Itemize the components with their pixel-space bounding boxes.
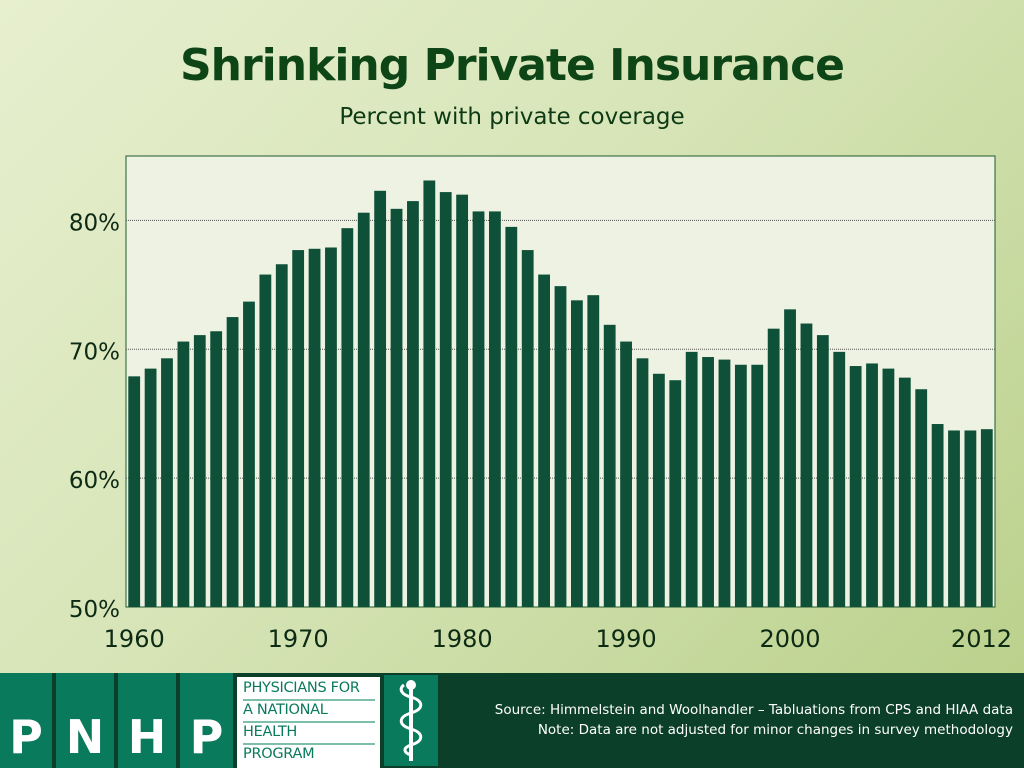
y-tick-label: 70% (69, 339, 120, 365)
logo-text-line: PROGRAM (243, 746, 315, 762)
bar (702, 357, 714, 607)
bar (751, 364, 764, 607)
bar (538, 274, 551, 607)
bar-chart: 80% 70% 60% 50%1960 1970 1980 1990 2000 2012 (69, 155, 1012, 653)
source-text: Source: Himmelstein and Woolhandler – Ta… (494, 702, 1013, 718)
logo-letter: N (65, 710, 105, 764)
logo-letter: P (9, 710, 43, 764)
bar (898, 377, 911, 607)
x-tick-label: 1960 (104, 625, 165, 653)
logo-letter: H (127, 710, 167, 764)
x-tick-label: 1990 (596, 625, 657, 653)
bar (210, 331, 223, 607)
bar (243, 301, 255, 607)
bar (521, 250, 534, 607)
bar (587, 295, 600, 607)
bar (357, 212, 370, 607)
note-text: Note: Data are not adjusted for minor ch… (537, 722, 1013, 738)
bar (505, 226, 518, 607)
bar (570, 300, 583, 607)
bar (456, 194, 469, 607)
bar (882, 368, 895, 607)
bar (374, 190, 387, 607)
bar (177, 341, 190, 607)
logo-rule (243, 721, 375, 723)
logo-text-line: PHYSICIANS FOR (243, 680, 360, 696)
bar (816, 335, 829, 607)
bar (439, 192, 452, 607)
bar (800, 323, 813, 607)
bar (833, 351, 846, 607)
bar (325, 247, 337, 607)
bar (915, 389, 928, 607)
y-tick-label: 60% (69, 468, 120, 494)
bar (652, 373, 665, 607)
logo-block-p2: P (180, 673, 233, 768)
bar (603, 324, 616, 607)
x-tick-label: 2000 (760, 625, 821, 653)
bar (636, 358, 649, 607)
bar (980, 429, 993, 607)
bar (784, 309, 796, 607)
bar (226, 317, 239, 607)
logo-block-h: H (118, 673, 176, 768)
bar (669, 380, 682, 607)
logo-text-line: HEALTH (243, 724, 298, 740)
chart-title: Shrinking Private Insurance (179, 40, 845, 91)
logo-rule (243, 699, 375, 701)
bar (308, 248, 321, 607)
x-tick-label: 1970 (268, 625, 329, 653)
bar (931, 424, 944, 607)
bar (292, 250, 305, 607)
bar (718, 359, 731, 607)
bar (948, 430, 960, 607)
logo-block-n: N (56, 673, 114, 768)
bar (489, 211, 501, 607)
bar (849, 366, 862, 607)
logo-block-p1: P (0, 673, 52, 768)
y-tick-label: 50% (69, 597, 120, 623)
logo-text-line: A NATIONAL (243, 702, 328, 718)
bar (767, 328, 780, 607)
bar (390, 208, 403, 607)
footer: P N H P PHYSICIANS FOR A NATIONAL HEALTH… (0, 673, 1024, 768)
bar (554, 286, 567, 607)
bar (161, 358, 173, 607)
logo-letter: P (189, 710, 224, 764)
bar (259, 274, 272, 607)
bar (275, 264, 288, 607)
bar (423, 180, 436, 608)
x-tick-label: 1980 (432, 625, 493, 653)
bar (964, 430, 977, 607)
logo-text-box: PHYSICIANS FOR A NATIONAL HEALTH PROGRAM (237, 677, 380, 768)
bar (128, 376, 141, 607)
bar (341, 228, 354, 607)
bar (685, 351, 698, 607)
bar (866, 363, 878, 607)
bar (144, 368, 157, 607)
y-tick-label: 80% (69, 210, 120, 236)
bar (193, 335, 206, 607)
bar (734, 364, 747, 607)
x-tick-label: 2012 (951, 625, 1012, 653)
bar (620, 341, 632, 607)
bar (407, 201, 419, 607)
chart-subtitle: Percent with private coverage (339, 104, 685, 130)
caduceus-icon (384, 675, 438, 766)
logo-rule (243, 743, 375, 745)
bar (472, 211, 485, 607)
